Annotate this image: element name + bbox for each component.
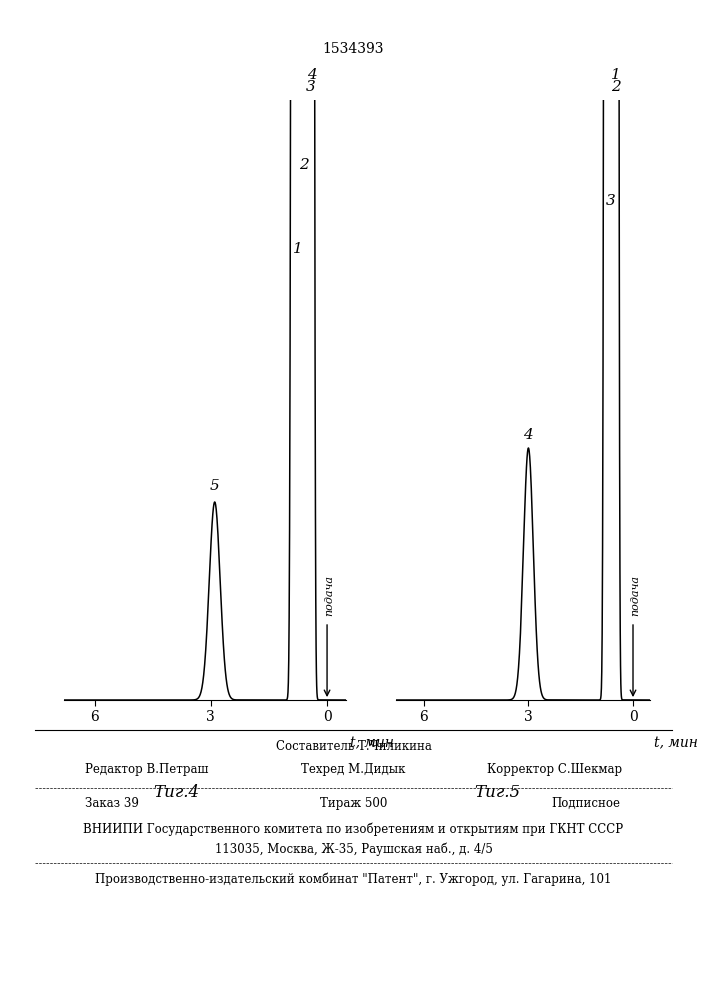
Text: подача: подача bbox=[630, 575, 640, 616]
Text: 1: 1 bbox=[612, 68, 621, 82]
Text: 113035, Москва, Ж-35, Раушская наб., д. 4/5: 113035, Москва, Ж-35, Раушская наб., д. … bbox=[214, 843, 493, 856]
Text: Тираж 500: Тираж 500 bbox=[320, 797, 387, 810]
Text: 4: 4 bbox=[524, 428, 533, 442]
Text: 2: 2 bbox=[299, 158, 308, 172]
Text: ВНИИПИ Государственного комитета по изобретениям и открытиям при ГКНТ СССР: ВНИИПИ Государственного комитета по изоб… bbox=[83, 822, 624, 835]
Text: Заказ 39: Заказ 39 bbox=[85, 797, 139, 810]
Text: t, мин: t, мин bbox=[654, 736, 698, 750]
Text: t, мин: t, мин bbox=[350, 736, 395, 750]
Text: Техред М.Дидык: Техред М.Дидык bbox=[301, 763, 406, 776]
Text: Подписное: Подписное bbox=[551, 797, 621, 810]
Text: 2: 2 bbox=[611, 80, 621, 94]
Text: 3: 3 bbox=[606, 194, 616, 208]
Text: Составитель Т.Чиликина: Составитель Т.Чиликина bbox=[276, 740, 431, 753]
Text: 3: 3 bbox=[305, 80, 315, 94]
Text: 5: 5 bbox=[210, 479, 220, 493]
Text: подача: подача bbox=[324, 575, 334, 616]
Text: Корректор С.Шекмар: Корректор С.Шекмар bbox=[487, 763, 622, 776]
Text: 1: 1 bbox=[293, 242, 303, 256]
Text: Производственно-издательский комбинат "Патент", г. Ужгород, ул. Гагарина, 101: Производственно-издательский комбинат "П… bbox=[95, 873, 612, 886]
Text: Τиг.4: Τиг.4 bbox=[153, 784, 200, 801]
Text: Редактор В.Петраш: Редактор В.Петраш bbox=[85, 763, 209, 776]
Text: Τиг.5: Τиг.5 bbox=[474, 784, 521, 801]
Text: 1534393: 1534393 bbox=[323, 42, 384, 56]
Text: 4: 4 bbox=[307, 68, 317, 82]
